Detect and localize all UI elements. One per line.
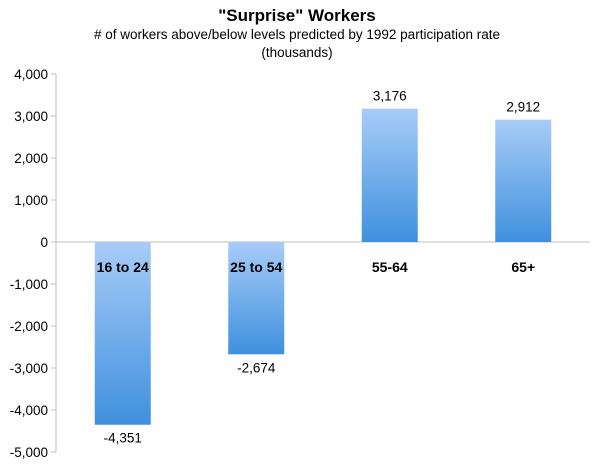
chart-subtitle-line-1: # of workers above/below levels predicte… bbox=[94, 27, 500, 42]
category-label: 65+ bbox=[511, 259, 535, 275]
y-tick-label: 0 bbox=[40, 235, 48, 250]
y-tick-label: -5,000 bbox=[10, 445, 48, 460]
bar-1 bbox=[94, 242, 151, 425]
y-tick-label: 2,000 bbox=[14, 151, 48, 166]
y-tick-label: -3,000 bbox=[10, 361, 48, 376]
y-tick-label: -2,000 bbox=[10, 319, 48, 334]
chart-title: "Surprise" Workers bbox=[218, 6, 376, 25]
bar-3 bbox=[361, 108, 418, 242]
category-label: 55-64 bbox=[372, 259, 408, 275]
bar-2 bbox=[228, 242, 285, 355]
chart-subtitle-line-2: (thousands) bbox=[261, 45, 333, 60]
category-label: 16 to 24 bbox=[97, 259, 149, 275]
y-tick-label: -1,000 bbox=[10, 277, 48, 292]
bar-4 bbox=[495, 119, 552, 242]
y-tick-label: 1,000 bbox=[14, 193, 48, 208]
chart-subtitle: # of workers above/below levels predicte… bbox=[0, 26, 594, 62]
data-label: 2,912 bbox=[506, 100, 540, 115]
y-tick-label: -4,000 bbox=[10, 403, 48, 418]
y-tick-label: 4,000 bbox=[14, 67, 48, 82]
category-label: 25 to 54 bbox=[230, 259, 282, 275]
data-label: 3,176 bbox=[373, 89, 407, 104]
y-tick-label: 3,000 bbox=[14, 109, 48, 124]
data-label: -4,351 bbox=[104, 431, 142, 446]
data-label: -2,674 bbox=[237, 360, 276, 375]
